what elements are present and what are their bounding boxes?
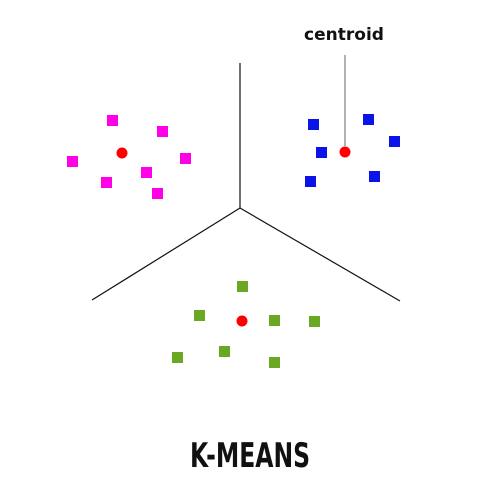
centroid-label: centroid	[304, 25, 384, 45]
data-point	[269, 315, 280, 326]
data-point	[157, 126, 168, 137]
cluster-blue	[305, 114, 400, 187]
data-point	[309, 316, 320, 327]
data-point	[152, 188, 163, 199]
boundary-line-left	[91, 207, 241, 301]
decision-boundaries	[91, 63, 401, 302]
data-point	[141, 167, 152, 178]
centroid-blue	[339, 146, 351, 158]
data-point	[369, 171, 380, 182]
data-point	[308, 119, 319, 130]
boundary-line-right	[239, 207, 401, 302]
data-point	[363, 114, 374, 125]
centroid-pink	[116, 147, 128, 159]
cluster-green	[172, 281, 320, 368]
data-point	[67, 156, 78, 167]
data-point	[219, 346, 230, 357]
data-point	[107, 115, 118, 126]
data-point	[305, 176, 316, 187]
diagram-title: K-MEANS	[190, 436, 310, 476]
centroid-green	[236, 315, 248, 327]
cluster-pink	[67, 115, 191, 199]
data-point	[180, 153, 191, 164]
data-point	[316, 147, 327, 158]
data-point	[194, 310, 205, 321]
data-point	[389, 136, 400, 147]
data-point	[237, 281, 248, 292]
data-point	[101, 177, 112, 188]
data-point	[269, 357, 280, 368]
data-point	[172, 352, 183, 363]
